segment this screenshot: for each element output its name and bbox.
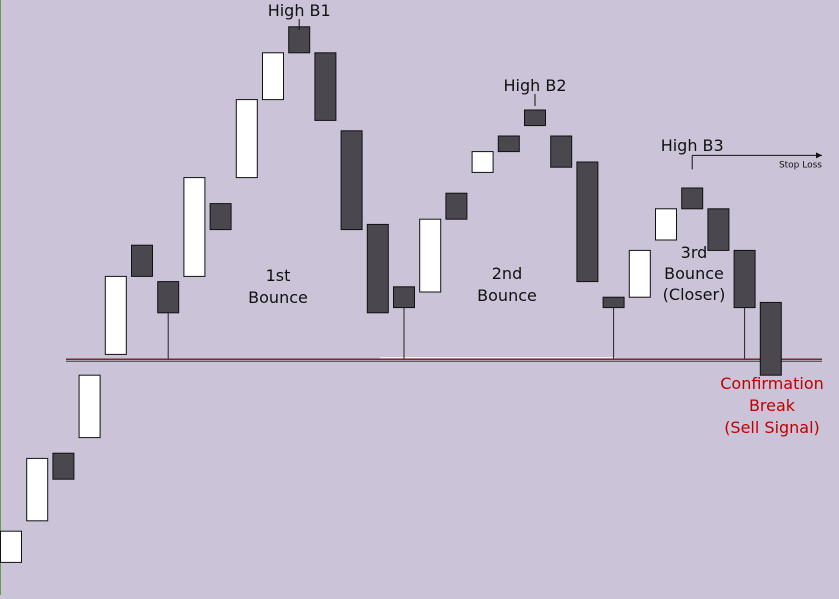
- candle-4: [104, 275, 127, 355]
- bounce-1-label-line-1: Bounce: [248, 288, 308, 307]
- bounce-1-label-line-0: 1st: [266, 266, 291, 285]
- candle-15: [393, 286, 415, 309]
- candle-13: [340, 130, 363, 231]
- candle-27: [707, 208, 730, 251]
- bounce-2-label-line-1: Bounce: [477, 286, 537, 305]
- candle-25: [655, 208, 677, 241]
- candle-2: [52, 452, 75, 480]
- high-b2-label-line-0: High B2: [503, 76, 566, 95]
- bounce-2-label: 2nd Bounce: [477, 264, 537, 305]
- high-b3-label: High B3: [661, 136, 724, 155]
- bounce-3-label: 3rd Bounce (Closer): [663, 243, 726, 304]
- high-b2-label: High B2: [503, 76, 566, 95]
- high-b3-label-line-0: High B3: [661, 136, 724, 155]
- high-b1-label: High B1: [268, 1, 331, 20]
- candle-24: [628, 249, 651, 298]
- candle-16: [419, 218, 442, 293]
- confirmation-label-line-2: (Sell Signal): [724, 418, 820, 437]
- high-b1-label-line-0: High B1: [268, 1, 331, 20]
- confirmation-label: Confirmation Break (Sell Signal): [720, 374, 824, 437]
- candle-7: [183, 177, 206, 277]
- stop-loss-arrow: [816, 152, 822, 159]
- bounce-3-label-line-1: Bounce: [664, 264, 724, 283]
- confirmation-label-line-0: Confirmation: [720, 374, 824, 393]
- candle-layer: [0, 26, 782, 563]
- candle-17: [445, 192, 468, 220]
- candle-3: [78, 374, 101, 439]
- candle-8: [209, 203, 232, 231]
- candle-1: [26, 457, 49, 522]
- bounce-2-label-line-0: 2nd: [492, 264, 522, 283]
- candle-18: [471, 151, 494, 173]
- candle-0: [0, 530, 22, 563]
- candle-22: [576, 161, 599, 283]
- confirmation-label-line-1: Break: [749, 396, 796, 415]
- candle-21: [550, 135, 573, 168]
- candle-11: [288, 26, 311, 54]
- candle-14: [366, 223, 389, 314]
- candle-29: [759, 301, 782, 376]
- support-layer: [66, 357, 822, 362]
- candle-6: [157, 281, 180, 314]
- candle-10: [262, 52, 284, 101]
- candle-19: [497, 135, 520, 153]
- candle-23: [602, 296, 625, 309]
- bounce-1-label: 1st Bounce: [248, 266, 308, 307]
- candle-9: [235, 99, 258, 179]
- stop-loss-layer: [691, 152, 822, 170]
- stop-loss-label: Stop Loss: [779, 160, 822, 170]
- candle-5: [131, 244, 153, 277]
- candle-20: [524, 109, 546, 127]
- candle-26: [681, 187, 704, 210]
- candle-28: [733, 249, 756, 309]
- candle-12: [314, 52, 337, 121]
- bounce-3-label-line-0: 3rd: [681, 243, 708, 262]
- bounce-3-label-line-2: (Closer): [663, 285, 726, 304]
